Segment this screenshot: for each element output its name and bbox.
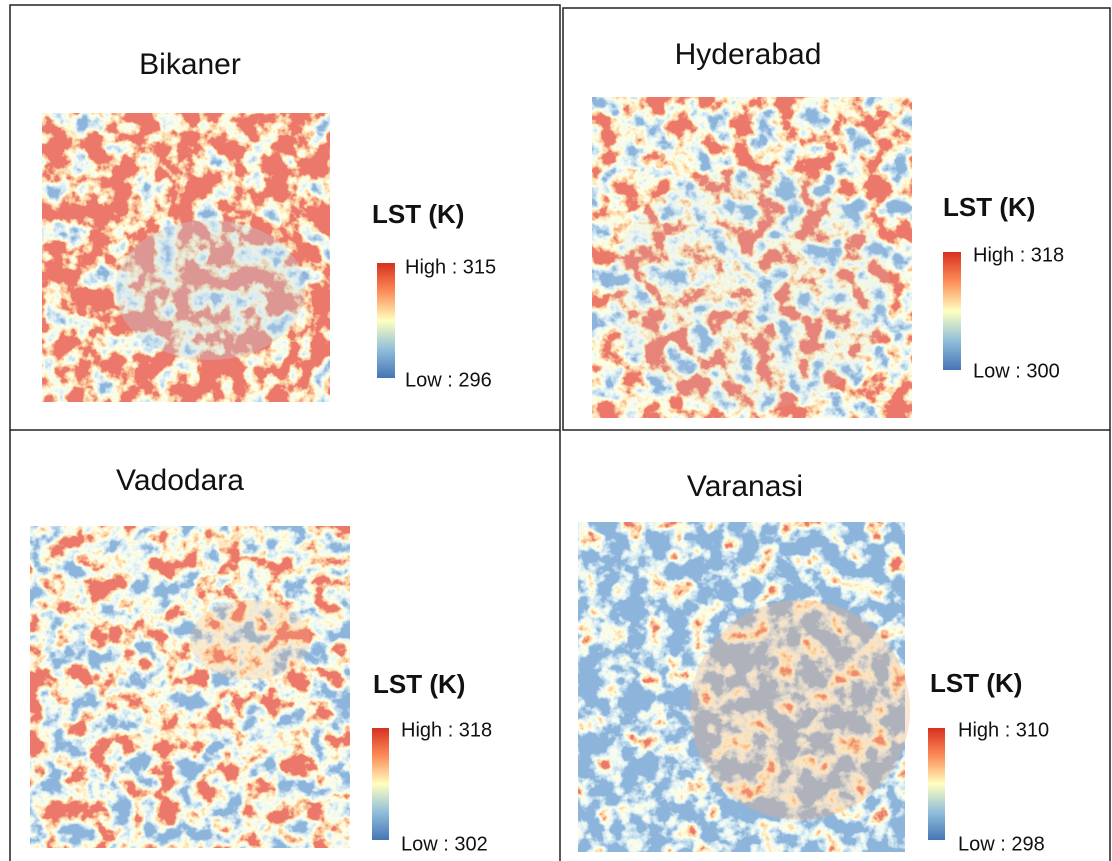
legend-title: LST (K) bbox=[372, 199, 464, 229]
color-bar bbox=[372, 728, 389, 840]
color-bar bbox=[928, 728, 945, 840]
legend-title: LST (K) bbox=[943, 192, 1035, 222]
lst-map bbox=[578, 522, 910, 852]
lst-map bbox=[42, 113, 330, 402]
panel-title: Varanasi bbox=[687, 470, 803, 503]
panels: Bikaner LST (K) High : 315 Low : 296 Hyderab… bbox=[30, 38, 1064, 855]
urban-area bbox=[190, 600, 310, 680]
color-bar bbox=[377, 263, 395, 378]
lst-map bbox=[592, 97, 912, 418]
panel-title: Hyderabad bbox=[675, 38, 822, 71]
legend-low: Low : 296 bbox=[405, 369, 492, 391]
legend-title: LST (K) bbox=[930, 668, 1022, 698]
legend-title: LST (K) bbox=[373, 669, 465, 699]
legend-low: Low : 302 bbox=[401, 833, 488, 855]
color-bar bbox=[943, 252, 961, 370]
panel-title: Bikaner bbox=[139, 48, 241, 81]
lst-map bbox=[30, 526, 350, 848]
legend-low: Low : 300 bbox=[973, 360, 1060, 382]
legend-high: High : 315 bbox=[405, 256, 496, 278]
legend-high: High : 318 bbox=[401, 719, 492, 741]
figure: Bikaner LST (K) High : 315 Low : 296 Hyderab… bbox=[0, 0, 1112, 861]
legend-high: High : 318 bbox=[973, 244, 1064, 266]
legend-high: High : 310 bbox=[958, 719, 1049, 741]
legend-low: Low : 298 bbox=[958, 833, 1045, 855]
urban-area bbox=[115, 220, 305, 360]
urban-area bbox=[610, 170, 890, 410]
panel-title: Vadodara bbox=[116, 464, 244, 497]
urban-area bbox=[690, 600, 910, 820]
